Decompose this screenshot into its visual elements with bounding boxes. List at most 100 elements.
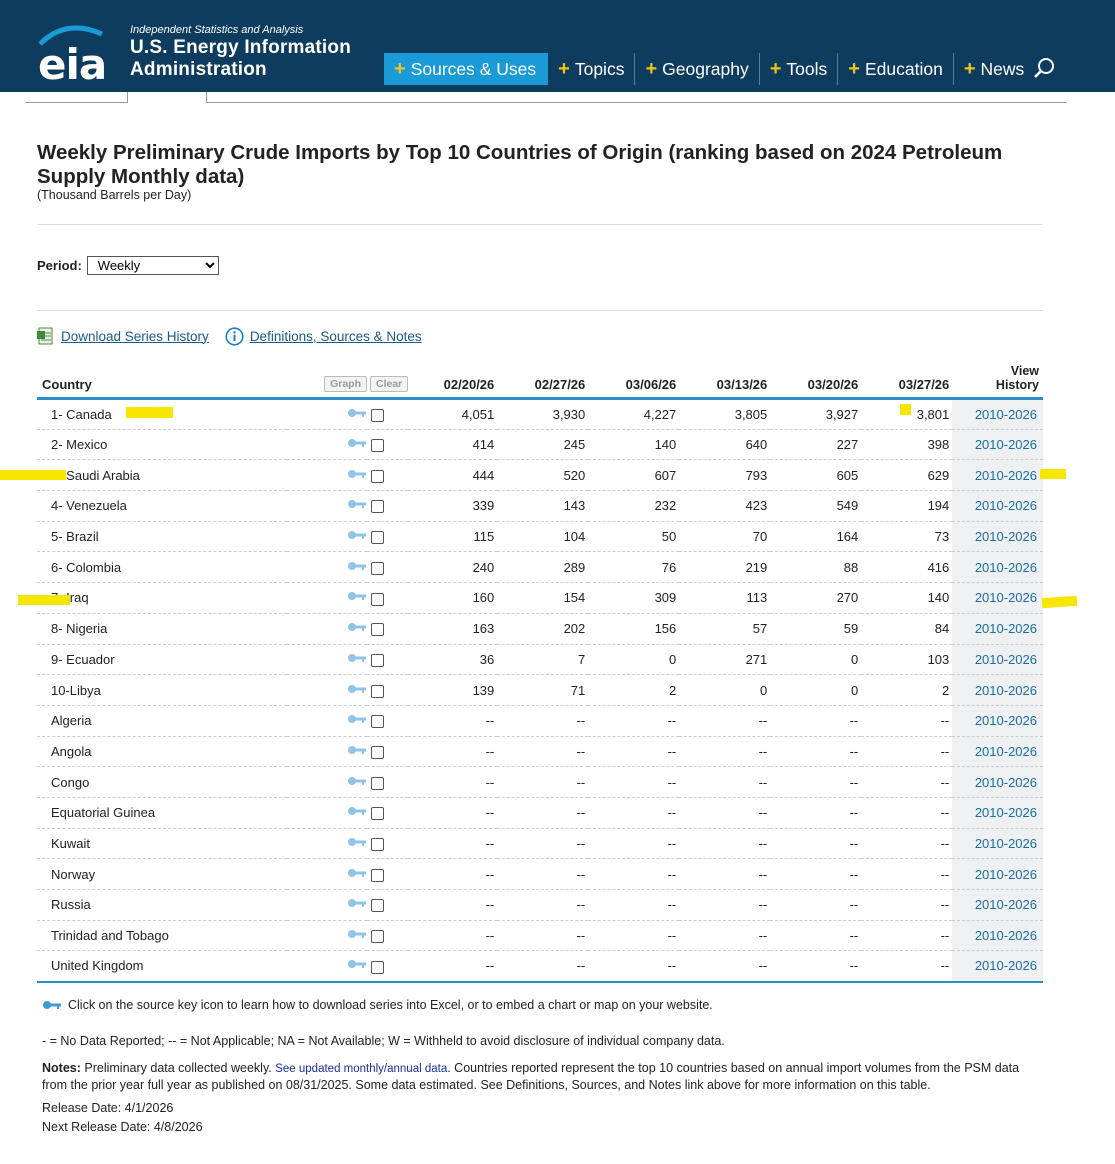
- nav-sources-uses[interactable]: + Sources & Uses: [384, 53, 549, 85]
- nav-label: Education: [864, 58, 943, 79]
- source-key-icon[interactable]: [347, 836, 367, 848]
- source-key-icon[interactable]: [347, 560, 367, 572]
- source-key-icon[interactable]: [347, 498, 367, 510]
- series-checkbox[interactable]: [371, 899, 384, 913]
- source-key-icon[interactable]: [347, 897, 367, 909]
- source-key-icon[interactable]: [347, 652, 367, 664]
- series-checkbox[interactable]: [371, 408, 384, 422]
- download-series-link[interactable]: Download Series History: [61, 328, 209, 344]
- eia-logo[interactable]: eia: [36, 22, 107, 89]
- source-key-icon[interactable]: [347, 805, 367, 817]
- history-link[interactable]: 2010-2026: [974, 743, 1037, 759]
- history-link[interactable]: 2010-2026: [974, 467, 1037, 483]
- source-key-icon[interactable]: [347, 928, 367, 940]
- nav-tools[interactable]: + Tools: [760, 53, 839, 85]
- value-cell: 163: [472, 621, 495, 637]
- history-link[interactable]: 2010-2026: [974, 866, 1037, 882]
- source-key-icon[interactable]: [347, 958, 367, 970]
- history-link[interactable]: 2010-2026: [974, 897, 1037, 913]
- nav-geography[interactable]: + Geography: [635, 53, 760, 85]
- brand-block[interactable]: Independent Statistics and Analysis U.S.…: [130, 24, 351, 81]
- series-checkbox[interactable]: [371, 745, 384, 759]
- value-cell: --: [667, 713, 677, 729]
- source-key-icon[interactable]: [347, 867, 367, 879]
- history-link[interactable]: 2010-2026: [974, 559, 1037, 575]
- history-link[interactable]: 2010-2026: [974, 529, 1037, 545]
- history-link[interactable]: 2010-2026: [974, 774, 1037, 790]
- history-link[interactable]: 2010-2026: [974, 958, 1037, 974]
- series-checkbox[interactable]: [371, 715, 384, 729]
- value-cell: 245: [563, 437, 586, 453]
- series-checkbox[interactable]: [371, 960, 384, 974]
- value-cell: --: [667, 835, 677, 851]
- value-cell: --: [576, 866, 586, 882]
- series-checkbox[interactable]: [371, 653, 384, 667]
- history-link[interactable]: 2010-2026: [974, 590, 1037, 606]
- history-link[interactable]: 2010-2026: [974, 437, 1037, 453]
- source-key-icon[interactable]: [347, 621, 367, 633]
- plus-icon: +: [769, 57, 782, 80]
- checkbox-cell: [367, 705, 408, 736]
- notes-label: Notes:: [42, 1061, 81, 1075]
- history-link[interactable]: 2010-2026: [974, 406, 1037, 422]
- checkbox-cell: [367, 613, 408, 644]
- source-key-icon[interactable]: [347, 775, 367, 787]
- series-checkbox[interactable]: [371, 868, 384, 882]
- value-cell: --: [576, 774, 586, 790]
- series-checkbox[interactable]: [371, 838, 384, 851]
- graph-button[interactable]: Graph: [324, 376, 367, 392]
- series-checkbox[interactable]: [371, 561, 384, 575]
- value-cell: --: [849, 897, 859, 913]
- history-link[interactable]: 2010-2026: [974, 621, 1037, 637]
- definitions-link[interactable]: Definitions, Sources & Notes: [249, 328, 422, 344]
- series-checkbox[interactable]: [371, 776, 384, 790]
- history-link[interactable]: 2010-2026: [974, 682, 1037, 698]
- series-checkbox[interactable]: [371, 531, 384, 545]
- series-checkbox[interactable]: [371, 930, 384, 944]
- period-select[interactable]: Weekly: [86, 256, 219, 275]
- history-link[interactable]: 2010-2026: [974, 498, 1037, 514]
- tagline: Independent Statistics and Analysis: [130, 24, 304, 36]
- value-cell: --: [667, 928, 677, 944]
- source-key-icon[interactable]: [347, 529, 367, 541]
- source-key-icon[interactable]: [347, 407, 367, 419]
- table-row: Kuwait -- -- -- -- -- -- 2010-2026: [37, 828, 1043, 859]
- table-row: 2- Mexico 414 245 140 640 227 398 2010-2026: [37, 429, 1043, 460]
- source-key-icon[interactable]: [347, 713, 367, 725]
- source-key-icon[interactable]: [347, 744, 367, 756]
- value-cell: --: [485, 805, 495, 821]
- value-cell: 73: [934, 529, 950, 545]
- spreadsheet-icon[interactable]: [37, 326, 55, 346]
- history-cell: 2010-2026: [952, 950, 1043, 982]
- nav-topics[interactable]: + Topics: [548, 53, 636, 85]
- nav-education[interactable]: + Education: [838, 53, 954, 85]
- history-link[interactable]: 2010-2026: [974, 805, 1037, 821]
- series-checkbox[interactable]: [371, 623, 384, 637]
- history-link[interactable]: 2010-2026: [974, 713, 1037, 729]
- series-checkbox[interactable]: [371, 592, 384, 606]
- clear-button[interactable]: Clear: [370, 376, 409, 392]
- series-checkbox[interactable]: [371, 469, 384, 483]
- nav-news[interactable]: + News: [954, 53, 1034, 85]
- value-cell: 0: [669, 651, 677, 667]
- tab-active[interactable]: [127, 92, 207, 103]
- source-key-icon[interactable]: [347, 683, 367, 695]
- country-name: 6- Colombia: [51, 559, 122, 575]
- series-checkbox[interactable]: [371, 500, 384, 514]
- search-icon[interactable]: [1032, 56, 1056, 80]
- info-icon[interactable]: [225, 326, 244, 346]
- source-key-icon[interactable]: [347, 437, 367, 449]
- source-key-icon[interactable]: [347, 468, 367, 480]
- history-link[interactable]: 2010-2026: [974, 835, 1037, 851]
- plus-icon: +: [645, 57, 658, 80]
- series-checkbox[interactable]: [371, 807, 384, 821]
- history-link[interactable]: 2010-2026: [974, 928, 1037, 944]
- series-checkbox[interactable]: [371, 684, 384, 698]
- value-cell: --: [849, 774, 859, 790]
- series-checkbox[interactable]: [371, 439, 384, 453]
- table-row: Angola -- -- -- -- -- -- 2010-2026: [37, 736, 1043, 767]
- source-key-icon[interactable]: [347, 590, 367, 602]
- history-link[interactable]: 2010-2026: [974, 651, 1037, 667]
- updated-data-link[interactable]: See updated monthly/annual data: [275, 1063, 448, 1075]
- history-cell: 2010-2026: [952, 674, 1043, 706]
